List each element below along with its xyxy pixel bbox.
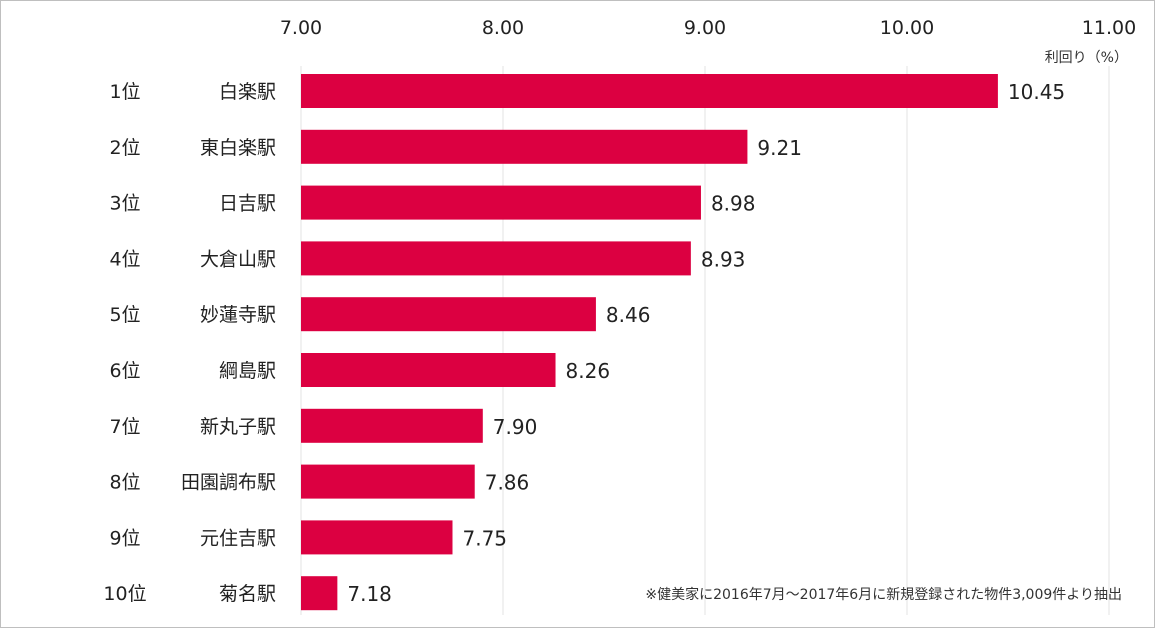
- footnote: ※健美家に2016年7月～2017年6月に新規登録された物件3,009件より抽出: [645, 586, 1122, 603]
- rank-label: 3位: [109, 193, 140, 215]
- data-label: 8.93: [701, 247, 746, 271]
- rank-label: 8位: [109, 472, 140, 494]
- bar: [301, 353, 556, 387]
- rank-label: 4位: [109, 248, 140, 270]
- x-tick-label: 8.00: [482, 17, 524, 39]
- rank-label: 1位: [109, 81, 140, 103]
- bar: [301, 408, 483, 443]
- bar: [301, 297, 596, 332]
- category-label: 大倉山駅: [200, 248, 276, 270]
- bar: [301, 129, 748, 164]
- data-label: 8.98: [711, 192, 756, 216]
- rank-label: 2位: [109, 137, 140, 159]
- x-tick-label: 9.00: [684, 17, 726, 39]
- category-label: 田園調布駅: [181, 472, 276, 494]
- category-label: 妙蓮寺駅: [200, 304, 276, 326]
- category-label: 元住吉駅: [200, 527, 276, 549]
- bar: [301, 464, 475, 499]
- data-label: 9.21: [757, 136, 802, 160]
- data-label: 7.86: [485, 471, 530, 495]
- category-label: 綱島駅: [219, 360, 276, 382]
- category-label: 白楽駅: [219, 81, 276, 103]
- category-label: 東白楽駅: [200, 137, 276, 159]
- category-label: 菊名駅: [219, 583, 276, 605]
- bar: [301, 576, 338, 611]
- rank-label: 9位: [109, 527, 140, 549]
- bar: [301, 185, 701, 220]
- bar: [301, 74, 998, 108]
- x-axis-label: 利回り（%）: [1045, 50, 1128, 66]
- bar: [301, 520, 453, 555]
- data-label: 8.46: [606, 303, 651, 327]
- bar: [301, 241, 691, 276]
- category-label: 日吉駅: [219, 193, 276, 215]
- x-tick-label: 11.00: [1082, 17, 1136, 39]
- rank-label: 5位: [109, 304, 140, 326]
- data-label: 7.90: [493, 415, 538, 439]
- category-label: 新丸子駅: [200, 416, 276, 438]
- data-label: 7.75: [463, 526, 508, 550]
- rank-label: 10位: [103, 583, 146, 605]
- data-label: 8.26: [566, 359, 611, 383]
- x-tick-label: 10.00: [880, 17, 934, 39]
- data-label: 7.18: [347, 582, 392, 606]
- rank-label: 7位: [109, 416, 140, 438]
- rank-label: 6位: [109, 360, 140, 382]
- x-tick-label: 7.00: [280, 17, 322, 39]
- data-label: 10.45: [1008, 80, 1065, 104]
